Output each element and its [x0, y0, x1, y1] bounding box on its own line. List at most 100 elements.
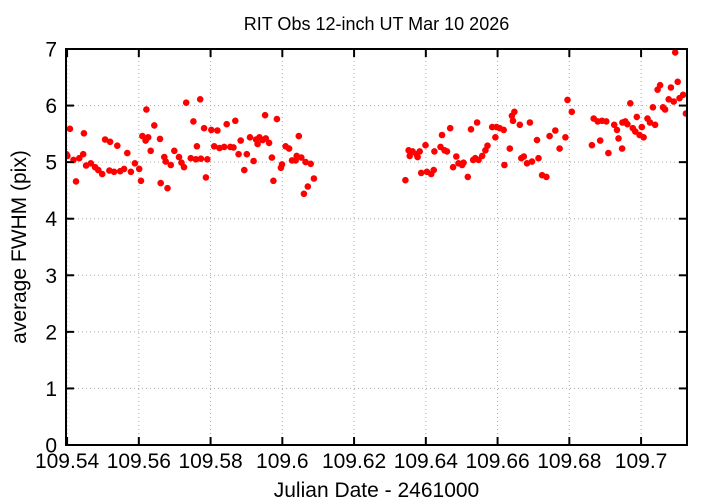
svg-text:109.7: 109.7: [615, 450, 668, 473]
data-point: [528, 158, 536, 165]
data-point: [596, 137, 604, 144]
data-point: [307, 160, 315, 168]
data-point: [157, 179, 164, 187]
data-point: [464, 173, 472, 181]
data-point: [460, 159, 467, 166]
data-point: [98, 170, 106, 178]
data-point: [417, 169, 425, 177]
data-point: [268, 154, 276, 161]
data-point: [516, 121, 524, 129]
data-point: [661, 106, 669, 113]
plot-frame: [65, 48, 688, 446]
data-point: [670, 98, 677, 105]
data-point: [449, 163, 457, 171]
data-point: [101, 136, 109, 143]
data-point: [197, 155, 205, 162]
data-point: [649, 104, 657, 111]
data-point: [196, 96, 204, 103]
data-point: [143, 106, 150, 113]
data-point: [443, 148, 451, 155]
data-point: [241, 166, 248, 174]
data-point: [298, 154, 305, 161]
data-point: [438, 131, 446, 139]
svg-text:109.6: 109.6: [256, 450, 309, 473]
svg-text:7: 7: [45, 39, 57, 62]
data-point: [667, 84, 675, 91]
data-point: [500, 126, 508, 134]
data-point: [484, 142, 491, 149]
data-point: [613, 126, 621, 134]
data-point: [137, 177, 145, 185]
data-point: [223, 120, 230, 128]
svg-text:109.64: 109.64: [394, 450, 459, 473]
data-point: [190, 118, 197, 125]
data-point: [200, 124, 208, 132]
grid-lines: [66, 48, 687, 446]
data-point: [254, 140, 261, 148]
data-point: [106, 138, 114, 146]
svg-text:109.62: 109.62: [322, 450, 386, 473]
data-point: [80, 130, 88, 137]
data-point: [66, 125, 74, 133]
data-point: [610, 121, 618, 129]
data-point: [171, 147, 178, 155]
data-point: [453, 153, 460, 160]
data-point: [204, 156, 211, 163]
data-point: [164, 184, 171, 192]
y-tick-labels: 0 1 2 3 4 5 6 7: [45, 39, 57, 458]
data-point: [66, 152, 71, 160]
data-point: [478, 152, 486, 160]
data-point: [79, 150, 87, 158]
data-point: [430, 166, 438, 174]
svg-text:6: 6: [45, 95, 57, 118]
data-point: [588, 141, 596, 149]
data-point: [473, 119, 481, 126]
data-point: [147, 147, 154, 155]
data-point: [603, 118, 610, 125]
data-point: [162, 158, 169, 165]
data-point: [250, 157, 257, 165]
data-point: [302, 158, 309, 166]
data-point: [651, 121, 659, 129]
data-point: [208, 126, 215, 134]
scatter-points: [66, 49, 687, 198]
svg-text:109.66: 109.66: [465, 450, 529, 473]
data-point: [618, 145, 626, 152]
data-point: [564, 96, 571, 104]
data-point: [285, 145, 293, 152]
data-point: [220, 143, 228, 151]
data-point: [131, 160, 139, 167]
data-point: [187, 154, 195, 162]
svg-text:2: 2: [45, 321, 57, 344]
data-point: [526, 119, 534, 126]
data-point: [156, 135, 164, 143]
data-point: [304, 183, 312, 190]
data-point: [633, 113, 641, 121]
data-point: [210, 143, 218, 150]
data-point: [278, 161, 286, 168]
data-point: [671, 49, 679, 56]
data-point: [232, 117, 239, 125]
data-point: [310, 175, 318, 182]
svg-text:109.58: 109.58: [178, 450, 242, 473]
data-point: [679, 91, 687, 99]
data-point: [120, 165, 128, 173]
data-point: [562, 134, 569, 141]
data-point: [402, 176, 409, 184]
data-point: [467, 126, 475, 133]
data-point: [605, 149, 612, 157]
data-point: [552, 127, 559, 134]
data-point: [295, 132, 303, 140]
tick-marks: [66, 48, 687, 446]
data-point: [87, 160, 95, 167]
data-point: [414, 153, 421, 161]
data-point: [646, 119, 654, 126]
data-point: [509, 117, 517, 125]
data-point: [182, 99, 190, 106]
data-point: [300, 190, 308, 198]
svg-text:109.68: 109.68: [537, 450, 601, 473]
data-point: [214, 127, 221, 134]
data-point: [237, 137, 244, 144]
data-point: [492, 134, 499, 141]
